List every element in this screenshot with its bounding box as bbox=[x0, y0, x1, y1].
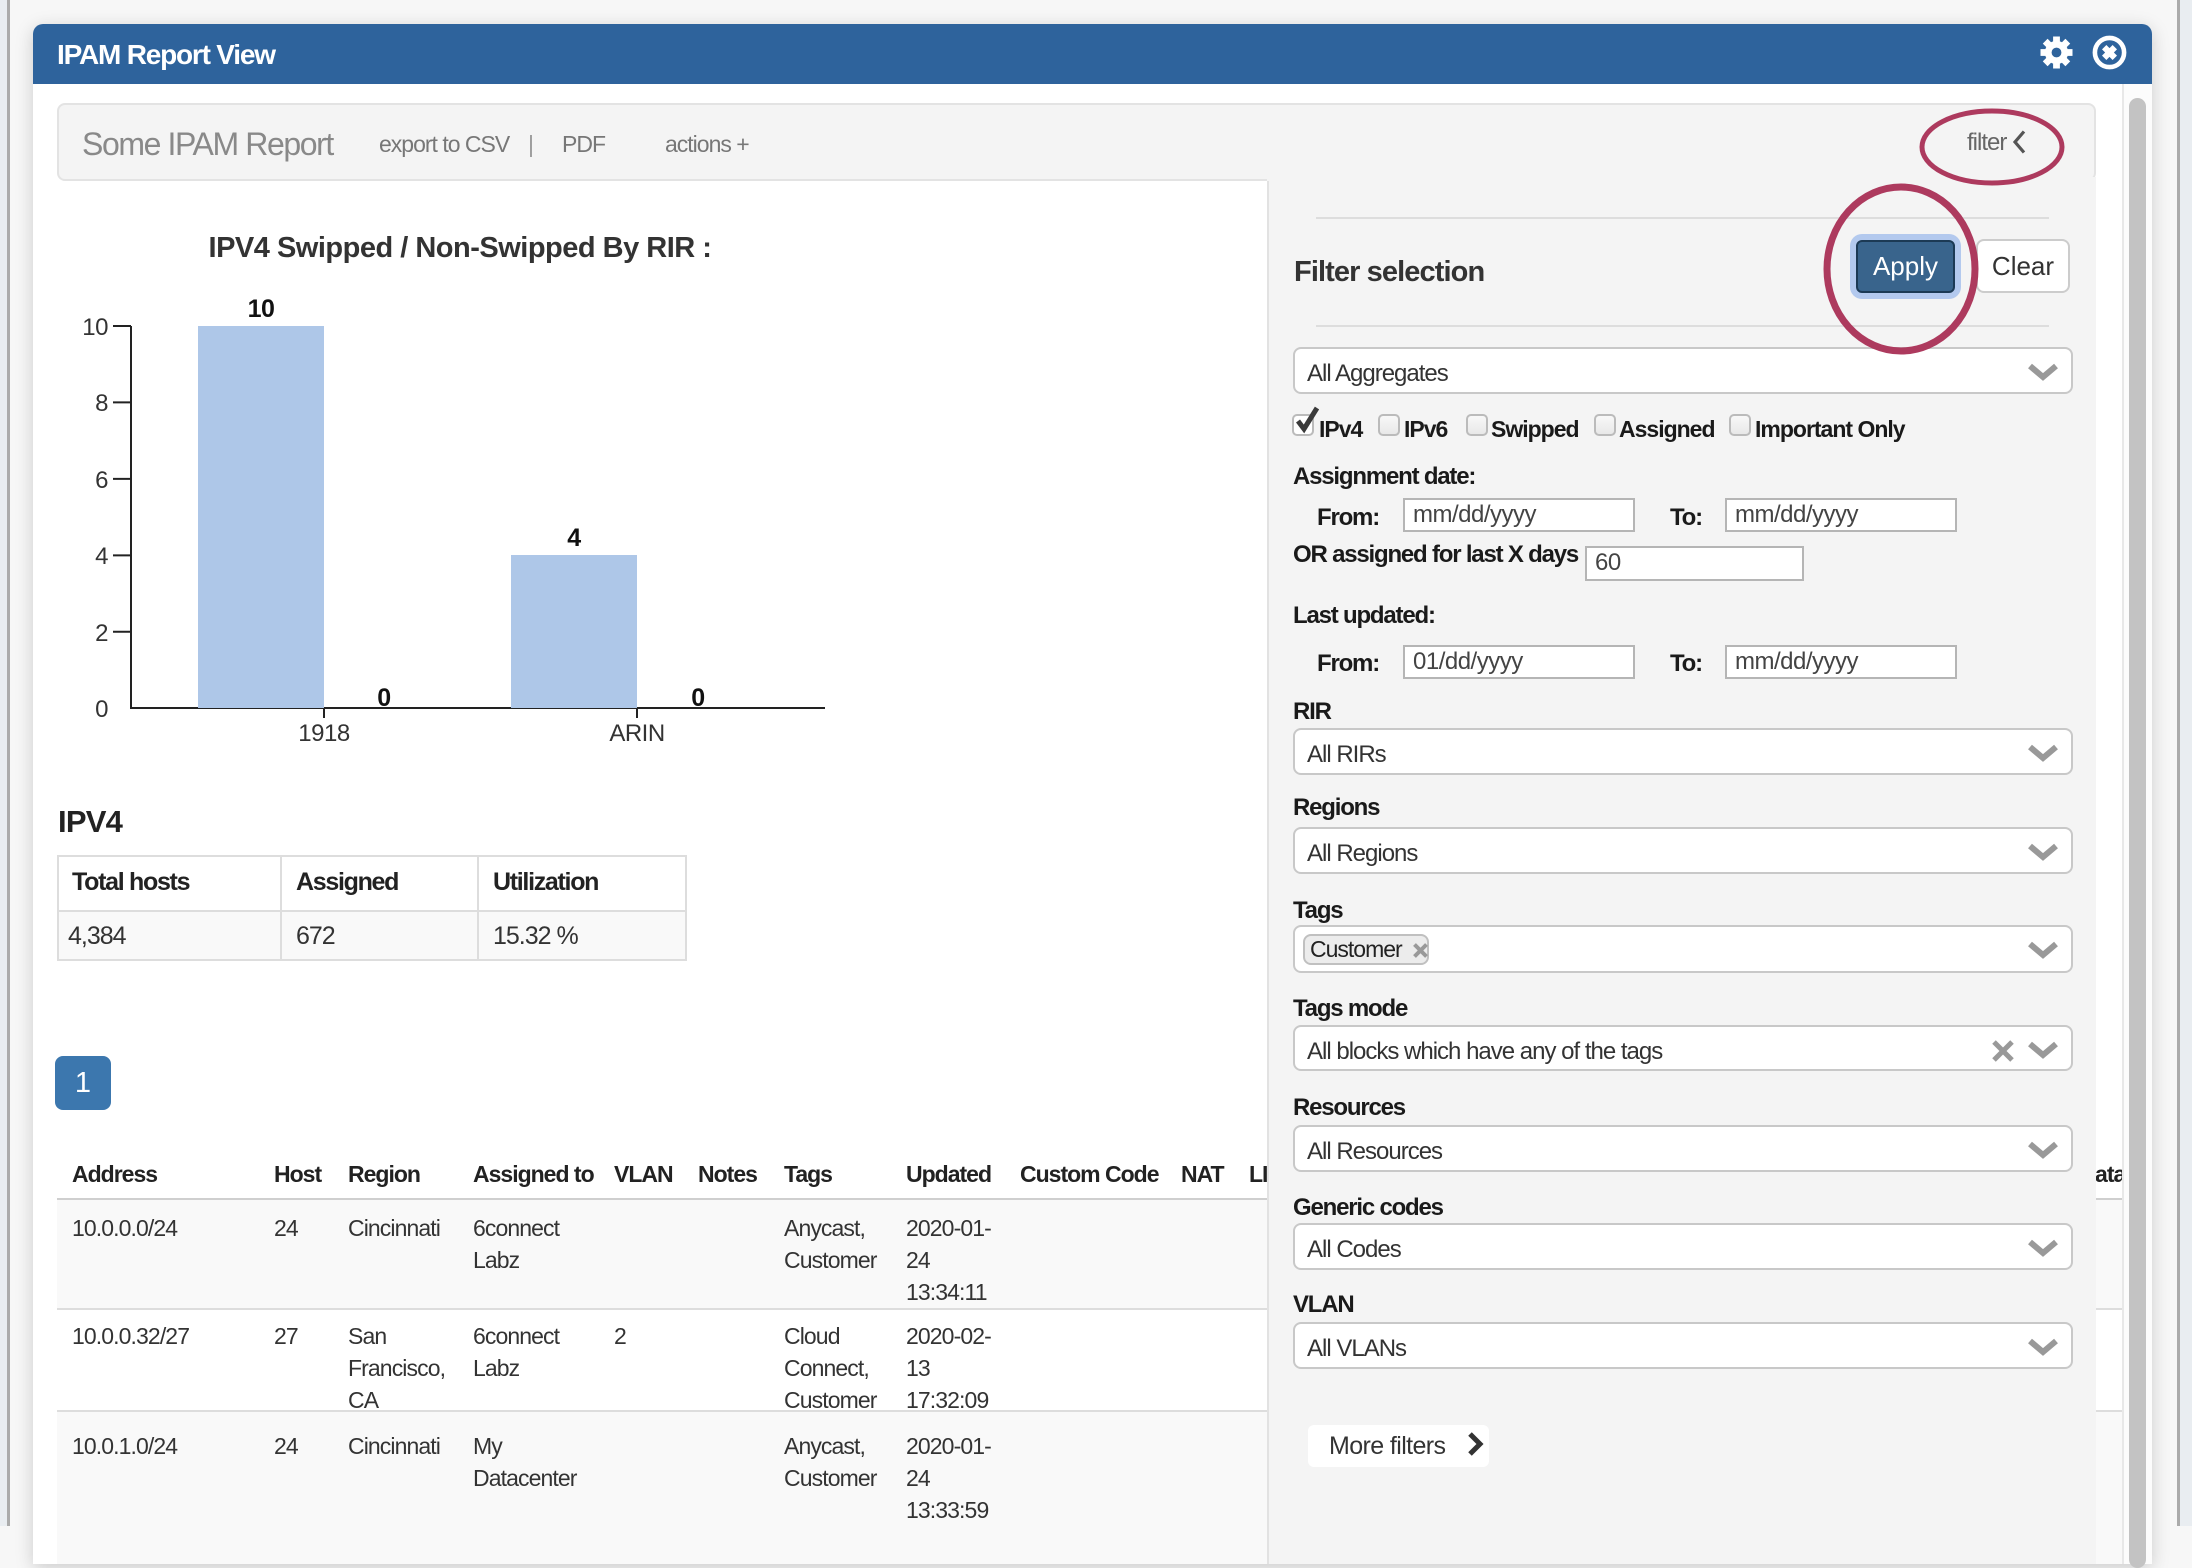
svg-text:1918: 1918 bbox=[298, 720, 350, 747]
svg-text:4: 4 bbox=[95, 543, 108, 570]
svg-text:0: 0 bbox=[95, 696, 108, 723]
svg-text:10: 10 bbox=[82, 314, 108, 341]
svg-text:2: 2 bbox=[95, 620, 108, 647]
svg-text:0: 0 bbox=[377, 684, 390, 712]
svg-text:8: 8 bbox=[95, 390, 108, 417]
svg-text:ARIN: ARIN bbox=[609, 720, 664, 747]
svg-text:10: 10 bbox=[248, 295, 275, 323]
svg-text:6: 6 bbox=[95, 467, 108, 494]
svg-text:4: 4 bbox=[567, 524, 581, 552]
svg-text:IPV4 Swipped / Non-Swipped By: IPV4 Swipped / Non-Swipped By RIR : bbox=[209, 232, 712, 264]
svg-text:0: 0 bbox=[691, 684, 704, 712]
